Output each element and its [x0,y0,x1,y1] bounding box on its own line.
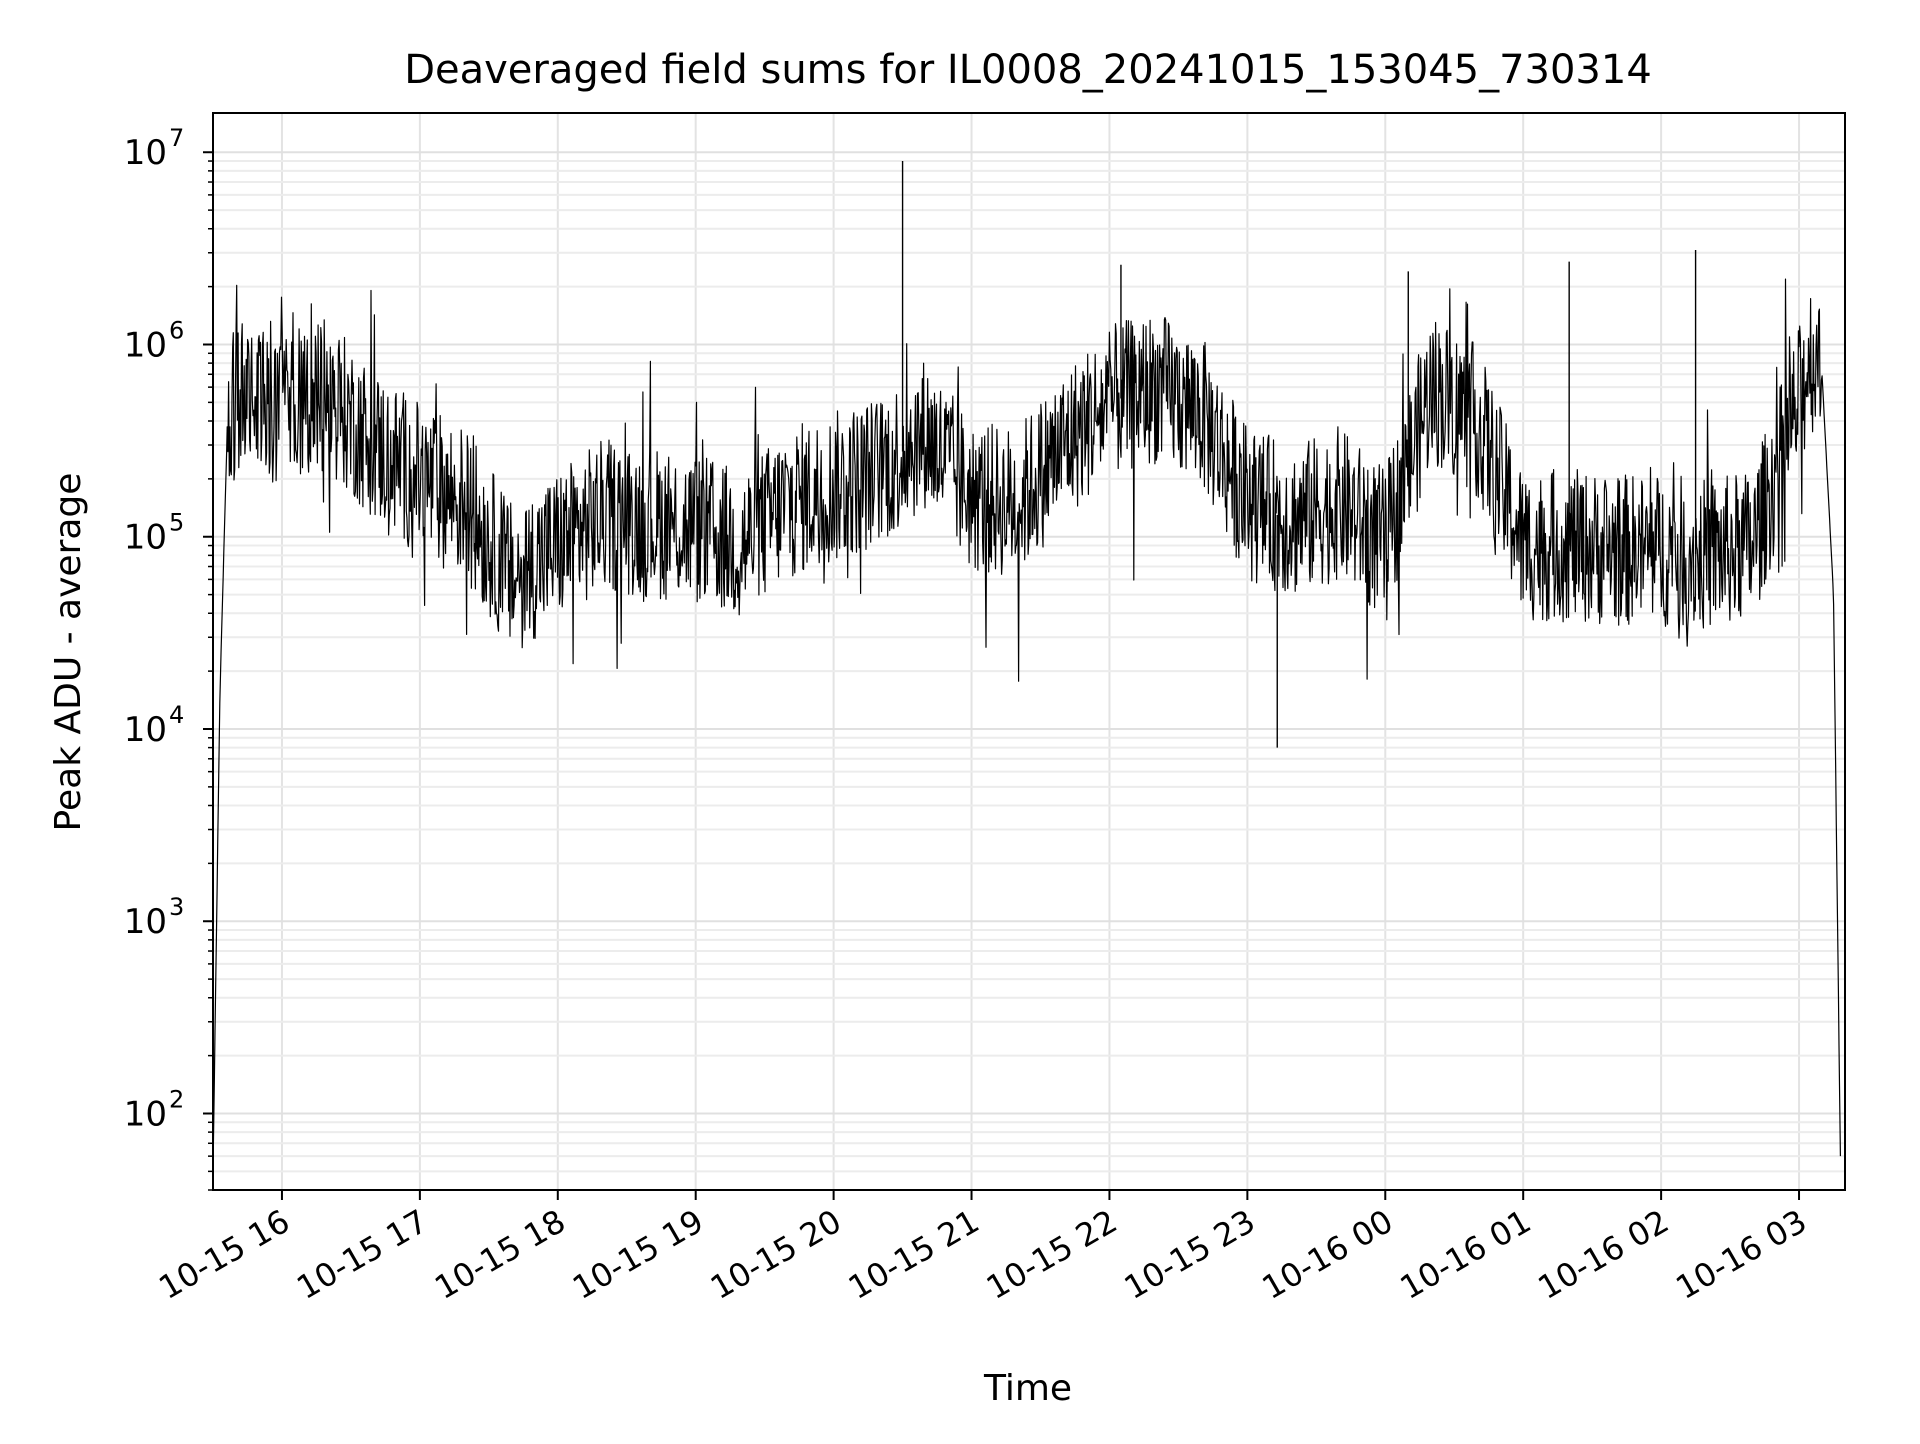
y-tick-label: 10 6 [124,316,185,365]
x-axis-label: Time [983,1368,1072,1409]
y-tick-label: 10 4 [124,701,185,750]
series-line [212,278,1841,1172]
y-tick-label: 10 2 [124,1085,185,1134]
y-tick-label-base: 10 [124,1094,167,1134]
y-tick-label-exponent: 4 [169,701,184,729]
x-tick-label: 10-16 00 [1256,1202,1400,1307]
y-tick-label-exponent: 2 [169,1085,184,1113]
x-tick-label: 10-16 03 [1669,1202,1813,1307]
x-tick-label: 10-15 22 [980,1202,1124,1307]
x-tick-label: 10-15 19 [566,1202,710,1307]
x-tick-label: 10-15 17 [290,1202,434,1307]
y-axis-label: Peak ADU - average [48,473,89,832]
y-tick-label-exponent: 7 [169,124,184,152]
y-tick-label-exponent: 6 [169,316,184,344]
x-tick-label: 10-16 01 [1394,1202,1538,1307]
y-tick-label: 10 5 [124,509,185,558]
y-tick-label-exponent: 3 [169,893,184,921]
y-tick-label-base: 10 [124,710,167,750]
plot-frame [212,112,1846,1191]
y-tick-label-exponent: 5 [169,509,184,537]
x-tick-label: 10-15 21 [842,1202,986,1307]
x-tick-label: 10-15 20 [704,1202,848,1307]
x-tick-label: 10-15 18 [428,1202,572,1307]
x-tick-label: 10-15 16 [152,1202,296,1307]
y-tick-label-base: 10 [124,325,167,365]
grid-layer [213,113,1845,1191]
y-tick-label-base: 10 [124,518,167,558]
y-tick-label: 10 7 [124,124,185,173]
y-tick-label-base: 10 [124,902,167,942]
series-layer [212,161,1841,1172]
x-tick-label: 10-15 23 [1118,1202,1262,1307]
y-tick-label: 10 3 [124,893,185,942]
y-tick-label-base: 10 [124,133,167,173]
chart-title: Deaveraged field sums for IL0008_2024101… [404,47,1652,93]
x-tick-label: 10-16 02 [1532,1202,1676,1307]
